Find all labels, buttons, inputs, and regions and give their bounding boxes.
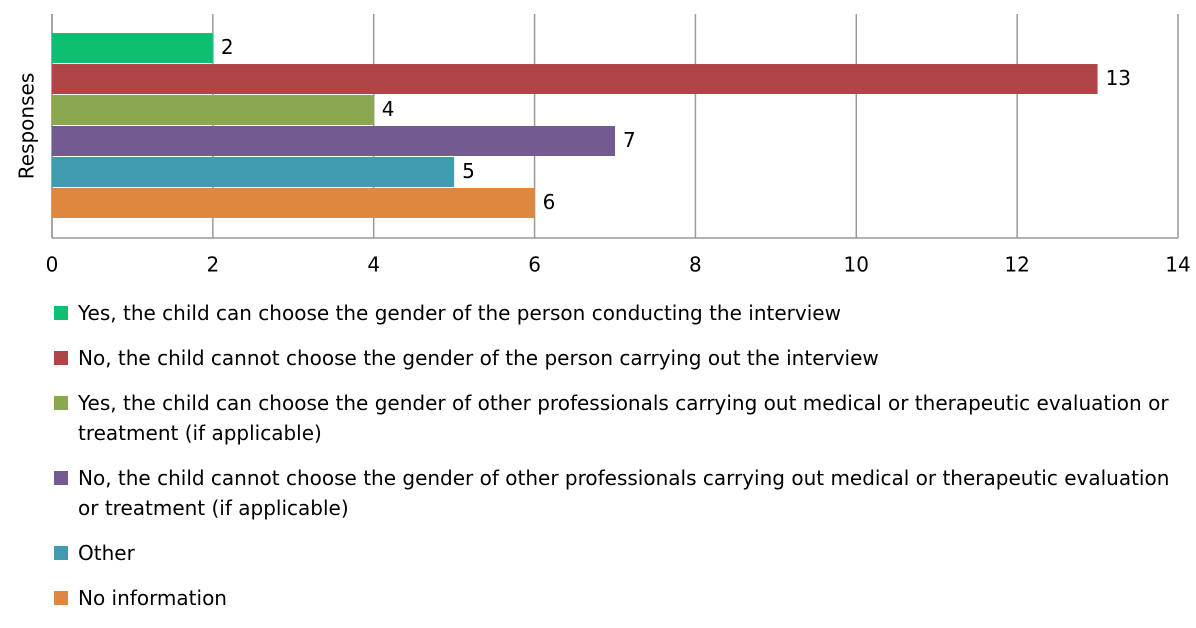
data-label: 6 xyxy=(543,190,556,214)
x-tick-label: 12 xyxy=(1004,253,1029,277)
chart: 0 2 4 6 8 10 12 14 Responses 2 13 4 7 5 6 xyxy=(15,14,1191,277)
legend-label: Other xyxy=(78,541,135,565)
legend-item: Yes, the child can choose the gender of … xyxy=(54,388,1174,448)
data-label: 7 xyxy=(623,128,636,152)
legend-label: Yes, the child can choose the gender of … xyxy=(78,391,1169,445)
legend-swatch xyxy=(54,351,68,365)
x-tick-label: 6 xyxy=(528,253,541,277)
legend-swatch xyxy=(54,306,68,320)
x-tick-label: 0 xyxy=(46,253,59,277)
bar xyxy=(52,156,455,187)
y-tick-label: Responses xyxy=(15,73,39,179)
legend-swatch xyxy=(54,591,68,605)
legend-swatch xyxy=(54,546,68,560)
x-tick-label: 2 xyxy=(206,253,219,277)
data-label: 5 xyxy=(462,159,475,183)
legend-label: No information xyxy=(78,586,227,610)
x-tick-label: 4 xyxy=(367,253,380,277)
legend-label: No, the child cannot choose the gender o… xyxy=(78,346,879,370)
legend-swatch xyxy=(54,396,68,410)
legend-label: No, the child cannot choose the gender o… xyxy=(78,466,1170,520)
bar xyxy=(52,187,535,218)
data-label: 4 xyxy=(382,97,395,121)
legend-item: Yes, the child can choose the gender of … xyxy=(54,298,1174,328)
bar xyxy=(52,126,615,156)
legend-item: No, the child cannot choose the gender o… xyxy=(54,343,1174,373)
x-tick-label: 10 xyxy=(844,253,869,277)
page: 0 2 4 6 8 10 12 14 Responses 2 13 4 7 5 6 Yes, the chi… xyxy=(14,14,1191,610)
legend-item: No, the child cannot choose the gender o… xyxy=(54,463,1174,523)
legend-item: No information xyxy=(54,583,1174,613)
legend-label: Yes, the child can choose the gender of … xyxy=(78,301,841,325)
legend-item: Other xyxy=(54,538,1174,568)
data-label: 2 xyxy=(221,35,234,59)
legend-swatch xyxy=(54,471,68,485)
legend: Yes, the child can choose the gender of … xyxy=(54,298,1174,628)
data-label: 13 xyxy=(1106,66,1131,90)
x-tick-label: 8 xyxy=(689,253,702,277)
bar xyxy=(52,33,213,64)
x-tick-label: 14 xyxy=(1165,253,1190,277)
bar xyxy=(52,64,1098,95)
bar xyxy=(52,95,374,125)
